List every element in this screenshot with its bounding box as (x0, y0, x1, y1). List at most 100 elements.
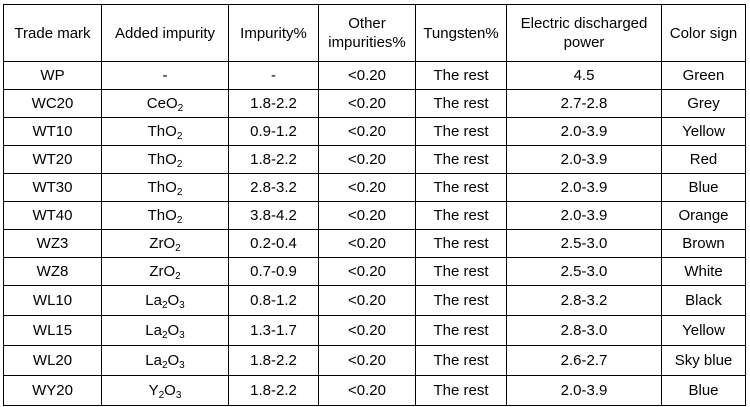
other-impurities-cell: <0.20 (318, 89, 416, 118)
tungsten-value: The rest (433, 122, 489, 140)
impurity-formula: ThO2 (147, 150, 183, 170)
color-sign: Blue (688, 178, 719, 196)
impurity-pct: 2.8-3.2 (250, 178, 297, 196)
tungsten-value: The rest (433, 66, 489, 84)
impurity-formula: Y2O3 (148, 381, 182, 401)
electric-power-cell: 2.0-3.9 (506, 375, 662, 406)
other-impurities: <0.20 (348, 262, 386, 280)
header-impurity-pct: Impurity% (228, 4, 319, 62)
tungsten-electrode-table: Trade mark Added impurity Impurity% Othe… (3, 4, 746, 406)
added-impurity-cell: La2O3 (101, 345, 229, 376)
impurity-pct-cell: 0.8-1.2 (228, 285, 319, 316)
electric-power-cell: 2.8-3.2 (506, 285, 662, 316)
electric-power: 2.0-3.9 (560, 150, 608, 168)
color-sign-cell: Yellow (661, 117, 746, 146)
impurity-formula: ThO2 (147, 122, 183, 142)
other-impurities: <0.20 (348, 94, 386, 112)
electric-power: 2.0-3.9 (560, 178, 608, 196)
tungsten-cell: The rest (415, 257, 507, 286)
impurity-pct-cell: 0.2-0.4 (228, 229, 319, 258)
tungsten-cell: The rest (415, 173, 507, 202)
color-sign-cell: Brown (661, 229, 746, 258)
header-tungsten: Tungsten% (415, 4, 507, 62)
table-row: WC20 CeO2 1.8-2.2 <0.20 The rest 2.7-2.8… (3, 89, 746, 118)
tungsten-value: The rest (433, 262, 489, 280)
tungsten-value: The rest (433, 234, 489, 252)
other-impurities: <0.20 (348, 291, 386, 309)
electric-power: 2.6-2.7 (560, 351, 608, 369)
tungsten-cell: The rest (415, 61, 507, 90)
trade-mark: WL20 (32, 351, 73, 369)
table-row: WZ3 ZrO2 0.2-0.4 <0.20 The rest 2.5-3.0 … (3, 229, 746, 258)
color-sign: Blue (688, 381, 719, 399)
added-impurity-cell: - (101, 61, 229, 90)
table-row: WZ8 ZrO2 0.7-0.9 <0.20 The rest 2.5-3.0 … (3, 257, 746, 286)
impurity-pct-cell: 0.9-1.2 (228, 117, 319, 146)
header-other-impurities: Other impurities% (318, 4, 416, 62)
tungsten-value: The rest (433, 178, 489, 196)
tungsten-cell: The rest (415, 201, 507, 230)
tungsten-cell: The rest (415, 229, 507, 258)
electric-power-cell: 2.5-3.0 (506, 229, 662, 258)
other-impurities: <0.20 (348, 150, 386, 168)
added-impurity-cell: ZrO2 (101, 257, 229, 286)
tungsten-value: The rest (433, 150, 489, 168)
added-impurity-cell: La2O3 (101, 285, 229, 316)
color-sign: White (684, 262, 723, 280)
trade-mark: WT30 (32, 178, 73, 196)
impurity-pct-cell: 2.8-3.2 (228, 173, 319, 202)
impurity-pct: 1.8-2.2 (250, 94, 297, 112)
table-row: WY20 Y2O3 1.8-2.2 <0.20 The rest 2.0-3.9… (3, 375, 746, 406)
electric-power-cell: 2.6-2.7 (506, 345, 662, 376)
impurity-pct: 1.8-2.2 (250, 381, 297, 399)
impurity-formula: ThO2 (147, 178, 183, 198)
electric-power-cell: 2.0-3.9 (506, 117, 662, 146)
trade-mark-cell: WZ3 (3, 229, 102, 258)
impurity-pct: 1.3-1.7 (250, 321, 297, 339)
impurity-pct: 0.2-0.4 (250, 234, 297, 252)
impurity-pct-cell: 3.8-4.2 (228, 201, 319, 230)
impurity-formula: CeO2 (146, 94, 184, 114)
header-color-sign: Color sign (661, 4, 746, 62)
trade-mark-cell: WP (3, 61, 102, 90)
electric-power-cell: 2.0-3.9 (506, 201, 662, 230)
other-impurities: <0.20 (348, 381, 386, 399)
electric-power: 2.8-3.2 (560, 291, 608, 309)
electric-power: 2.5-3.0 (560, 234, 608, 252)
electric-power: 2.0-3.9 (560, 381, 608, 399)
electric-power-cell: 2.5-3.0 (506, 257, 662, 286)
impurity-pct-cell: - (228, 61, 319, 90)
tungsten-cell: The rest (415, 285, 507, 316)
impurity-formula: ZrO2 (149, 262, 181, 282)
tungsten-value: The rest (433, 351, 489, 369)
added-impurity-cell: ThO2 (101, 145, 229, 174)
impurity-formula: La2O3 (145, 321, 185, 341)
electric-power-cell: 2.7-2.8 (506, 89, 662, 118)
color-sign-cell: Grey (661, 89, 746, 118)
tungsten-value: The rest (433, 291, 489, 309)
trade-mark-cell: WT30 (3, 173, 102, 202)
impurity-pct-cell: 1.8-2.2 (228, 345, 319, 376)
header-row: Trade mark Added impurity Impurity% Othe… (3, 4, 746, 62)
color-sign-cell: Red (661, 145, 746, 174)
other-impurities-cell: <0.20 (318, 117, 416, 146)
table-row: WL20 La2O3 1.8-2.2 <0.20 The rest 2.6-2.… (3, 345, 746, 376)
added-impurity-cell: ThO2 (101, 173, 229, 202)
tungsten-value: The rest (433, 381, 489, 399)
color-sign-cell: Blue (661, 173, 746, 202)
impurity-pct: 3.8-4.2 (250, 206, 297, 224)
other-impurities-cell: <0.20 (318, 201, 416, 230)
impurity-pct-cell: 1.8-2.2 (228, 89, 319, 118)
impurity-pct: - (271, 66, 276, 84)
electric-power: 2.5-3.0 (560, 262, 608, 280)
table-row: WT10 ThO2 0.9-1.2 <0.20 The rest 2.0-3.9… (3, 117, 746, 146)
tungsten-cell: The rest (415, 89, 507, 118)
other-impurities-cell: <0.20 (318, 285, 416, 316)
impurity-formula: ZrO2 (149, 234, 181, 254)
trade-mark-cell: WT10 (3, 117, 102, 146)
impurity-pct: 1.8-2.2 (250, 351, 297, 369)
electric-power: 4.5 (573, 66, 595, 84)
other-impurities-cell: <0.20 (318, 173, 416, 202)
table-row: WP - - <0.20 The rest 4.5 Green (3, 61, 746, 90)
trade-mark-cell: WT20 (3, 145, 102, 174)
